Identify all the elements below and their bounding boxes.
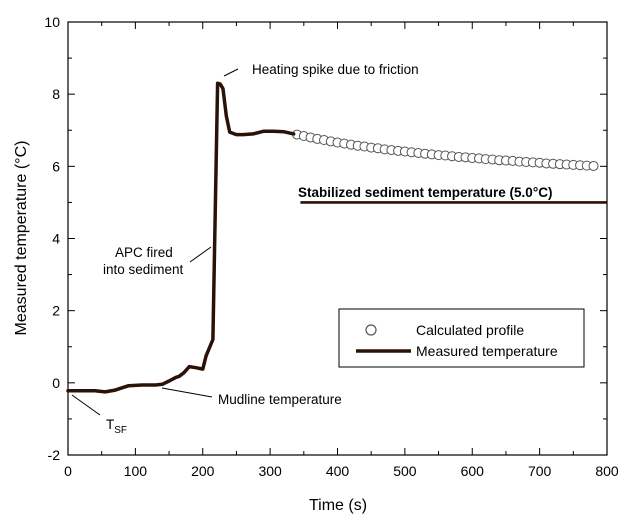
spike-pointer xyxy=(223,68,239,77)
legend-calculated-label: Calculated profile xyxy=(416,322,524,338)
legend-calculated-marker xyxy=(365,324,377,336)
x-tick-label: 300 xyxy=(258,463,282,479)
tsf-main: T xyxy=(106,417,114,432)
spike-annotation: Heating spike due to friction xyxy=(252,62,419,77)
tsf-subscript: SF xyxy=(114,425,127,436)
y-axis-title: Measured temperature (°C) xyxy=(13,141,30,336)
measured-temperature-series xyxy=(66,81,296,394)
x-tick-label: 500 xyxy=(393,463,417,479)
x-axis-title: Time (s) xyxy=(309,497,367,514)
stabilized-temperature-label: Stabilized sediment temperature (5.0°C) xyxy=(298,185,552,200)
y-tick-label: 2 xyxy=(52,303,60,319)
apc-pointer xyxy=(189,246,212,263)
calculated-point xyxy=(588,160,599,171)
x-tick-label: 100 xyxy=(124,463,148,479)
y-axis-ticks: -2 0 2 4 6 8 10 xyxy=(44,14,607,463)
y-tick-label: 10 xyxy=(44,14,60,30)
y-tick-label: 0 xyxy=(52,375,60,391)
apc-annotation-line1: APC fired xyxy=(115,245,173,260)
x-tick-label: 600 xyxy=(461,463,485,479)
tsf-pointer xyxy=(71,394,101,416)
y-tick-label: -2 xyxy=(48,447,61,463)
legend-box xyxy=(338,308,585,368)
mudline-pointer xyxy=(161,387,213,398)
y-tick-label: 4 xyxy=(52,231,60,247)
apc-annotation-line2: into sediment xyxy=(103,262,184,277)
y-tick-label: 6 xyxy=(52,158,60,174)
x-tick-label: 200 xyxy=(191,463,215,479)
x-tick-label: 0 xyxy=(64,463,72,479)
plot-frame xyxy=(67,21,608,456)
legend-measured-label: Measured temperature xyxy=(416,343,558,359)
calculated-profile-series xyxy=(292,129,599,171)
mudline-annotation: Mudline temperature xyxy=(218,392,342,407)
legend: Calculated profile Measured temperature xyxy=(338,308,585,368)
y-tick-label: 8 xyxy=(52,86,60,102)
x-tick-label: 400 xyxy=(326,463,350,479)
x-tick-label: 800 xyxy=(595,463,619,479)
x-axis-ticks: 0 100 200 300 400 500 600 700 800 xyxy=(64,22,619,479)
x-tick-label: 700 xyxy=(528,463,552,479)
tsf-annotation: TSF xyxy=(106,417,127,436)
